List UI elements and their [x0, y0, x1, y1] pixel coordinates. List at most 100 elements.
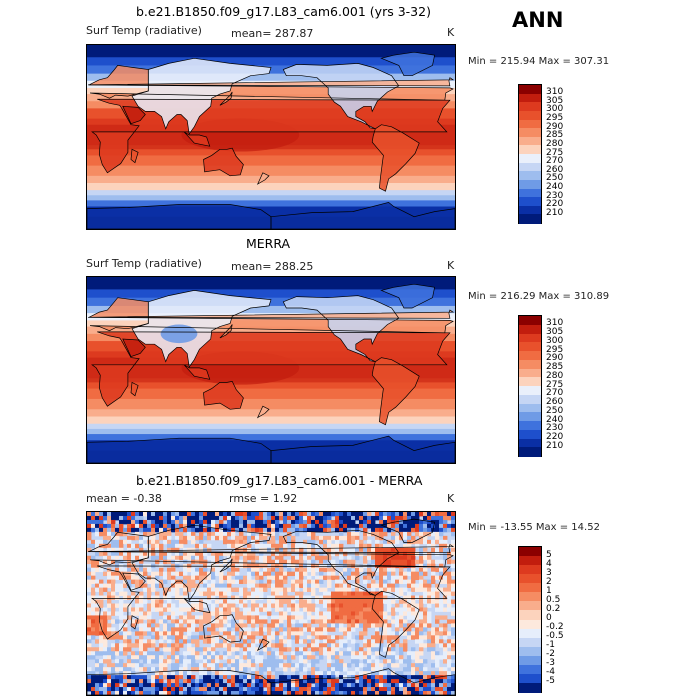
field-cell — [139, 543, 144, 549]
field-cell — [259, 523, 264, 529]
latitude-band — [87, 297, 455, 307]
field-cell — [423, 623, 428, 628]
field-cell — [363, 687, 368, 692]
field-cell — [95, 683, 100, 688]
field-cell — [279, 547, 284, 553]
colorbar-swatch — [519, 646, 541, 657]
field-cell — [407, 651, 412, 656]
field-cell — [191, 567, 196, 573]
field-cell — [411, 607, 416, 612]
field-cell — [427, 587, 432, 592]
field-cell — [423, 579, 428, 585]
field-cell — [435, 523, 440, 529]
field-cell — [263, 563, 268, 569]
field-cell — [359, 623, 364, 628]
field-cell — [247, 531, 252, 537]
field-cell — [343, 527, 348, 533]
field-cell — [371, 623, 376, 628]
field-cell — [375, 623, 380, 628]
field-cell — [371, 635, 376, 640]
field-cell — [259, 655, 264, 660]
field-cell — [323, 563, 328, 569]
field-cell — [139, 515, 144, 521]
field-cell — [115, 659, 120, 664]
field-cell — [435, 607, 440, 612]
field-cell — [383, 615, 388, 620]
field-cell — [103, 691, 108, 695]
field-cell — [115, 683, 120, 688]
field-cell — [431, 683, 436, 688]
colorbar-tick-label: 270 — [546, 156, 564, 167]
field-cell — [163, 623, 168, 628]
field-cell — [203, 571, 208, 577]
field-cell — [207, 523, 212, 529]
field-cell — [103, 515, 108, 521]
field-cell — [339, 651, 344, 656]
field-cell — [451, 571, 455, 577]
field-cell — [319, 515, 324, 521]
colorbar-swatch — [519, 403, 541, 413]
field-cell — [103, 639, 108, 644]
field-cell — [163, 647, 168, 652]
field-cell — [219, 675, 224, 680]
field-cell — [279, 647, 284, 652]
field-cell — [223, 523, 228, 529]
field-cell — [267, 523, 272, 529]
field-cell — [171, 539, 176, 545]
field-cell — [263, 691, 268, 695]
latitude-band — [87, 423, 455, 430]
field-cell — [299, 563, 304, 569]
field-cell — [155, 527, 160, 533]
field-cell — [347, 615, 352, 620]
field-cell — [319, 623, 324, 628]
field-cell — [219, 683, 224, 688]
field-cell — [451, 515, 455, 521]
field-cell — [103, 512, 108, 517]
field-cell — [319, 579, 324, 585]
field-cell — [159, 611, 164, 616]
field-cell — [395, 671, 400, 676]
field-cell — [255, 603, 260, 608]
field-cell — [395, 575, 400, 581]
field-cell — [379, 591, 384, 596]
field-cell — [423, 547, 428, 553]
field-cell — [411, 567, 416, 573]
field-cell — [307, 543, 312, 549]
field-cell — [131, 512, 136, 517]
field-cell — [195, 663, 200, 668]
field-cell — [91, 539, 96, 545]
field-cell — [115, 543, 120, 549]
field-cell — [295, 559, 300, 565]
field-cell — [391, 567, 396, 573]
field-cell — [351, 627, 356, 632]
field-cell — [395, 663, 400, 668]
field-cell — [419, 663, 424, 668]
field-cell — [95, 547, 100, 553]
field-cell — [275, 563, 280, 569]
field-cell — [407, 571, 412, 577]
field-cell — [335, 591, 340, 596]
field-cell — [419, 611, 424, 616]
field-cell — [111, 671, 116, 676]
field-cell — [263, 535, 268, 541]
land-indonesia — [184, 131, 210, 147]
field-cell — [135, 611, 140, 616]
field-cell — [87, 607, 92, 612]
field-cell — [447, 675, 452, 680]
field-cell — [159, 619, 164, 624]
field-cell — [371, 527, 376, 533]
field-cell — [315, 667, 320, 672]
field-cell — [239, 515, 244, 521]
field-cell — [163, 635, 168, 640]
field-cell — [415, 691, 420, 695]
coastline-nz — [256, 638, 270, 652]
field-cell — [203, 551, 208, 557]
coastline-australia — [203, 147, 244, 177]
field-cell — [107, 651, 112, 656]
field-cell — [103, 679, 108, 684]
field-cell — [347, 591, 352, 596]
field-cell — [327, 575, 332, 581]
field-cell — [375, 659, 380, 664]
field-cell — [183, 595, 188, 600]
field-cell — [223, 527, 228, 533]
